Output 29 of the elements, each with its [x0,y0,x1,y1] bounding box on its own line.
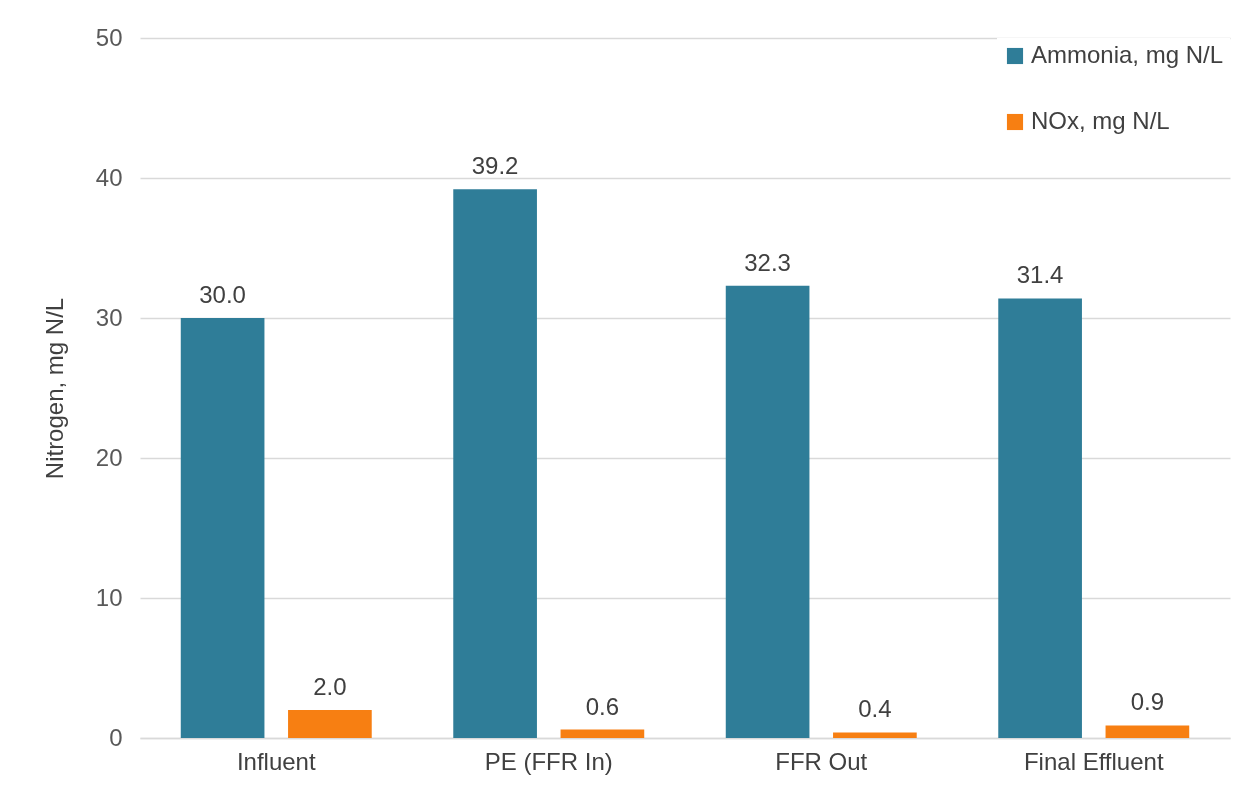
data-label: 32.3 [744,248,791,276]
bar [560,729,645,738]
y-tick-label: 30 [95,303,123,331]
data-label: 0.9 [1130,688,1165,716]
data-label: 0.4 [858,695,892,723]
x-tick-label: Final Effluent [1023,747,1164,775]
data-label: 0.6 [585,692,620,720]
legend-label: NOx, mg N/L [1031,107,1170,134]
data-label: 30.0 [199,281,246,308]
y-tick-label: 10 [95,583,123,611]
x-tick-label: PE (FFR In) [484,747,613,775]
y-tick-label: 20 [95,443,123,471]
data-label: 31.4 [1016,261,1064,289]
bar [833,732,917,738]
data-label: 2.0 [313,673,347,700]
y-tick-label: 40 [95,163,123,191]
y-axis-title: Nitrogen, mg N/L [40,297,68,480]
data-label: 39.2 [471,152,519,180]
x-tick-label: FFR Out [775,747,868,775]
bar [998,298,1082,738]
bar [453,189,537,738]
y-tick-label: 50 [95,23,123,51]
bar [1105,725,1190,738]
y-tick-label: 0 [109,723,123,751]
x-tick-label: Influent [236,747,316,775]
bar [288,710,372,738]
bar [725,285,810,738]
legend-label: Ammonia, mg N/L [1031,41,1224,68]
bar [180,318,265,738]
